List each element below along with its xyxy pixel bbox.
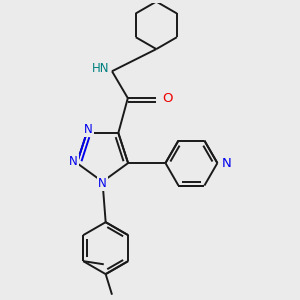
Text: N: N [69, 155, 78, 168]
Text: O: O [162, 92, 173, 105]
Text: N: N [84, 123, 93, 136]
Text: HN: HN [92, 61, 110, 75]
Text: N: N [98, 177, 107, 190]
Text: N: N [222, 157, 232, 169]
